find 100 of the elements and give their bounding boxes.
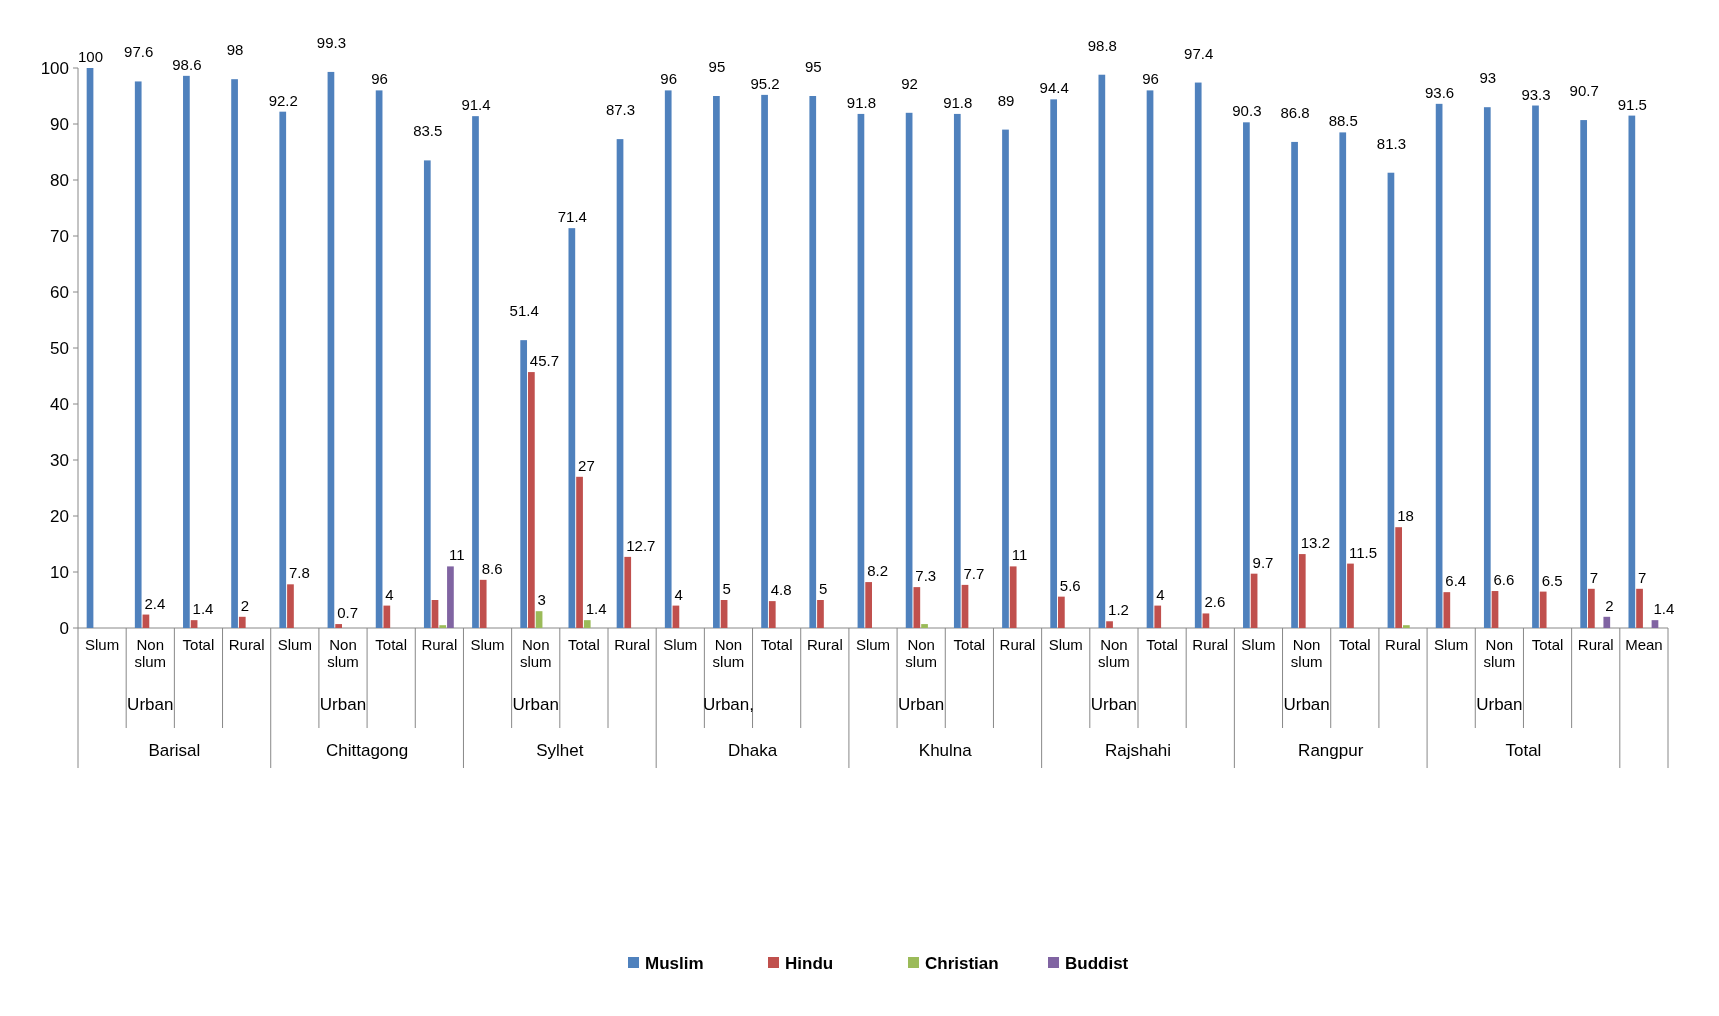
- bar: [664, 90, 672, 628]
- bar: [568, 228, 576, 628]
- bar: [1395, 527, 1402, 628]
- y-tick-label: 50: [50, 338, 69, 358]
- text: Urban: [898, 695, 945, 714]
- bar: [183, 75, 190, 628]
- data-label: 2.4: [144, 594, 166, 612]
- bar: [1628, 115, 1636, 628]
- data-label: 51.4: [509, 302, 539, 320]
- text: Dhaka: [727, 741, 778, 760]
- x-tick-label: Non slum: [905, 636, 938, 670]
- data-label: 95.2: [750, 74, 780, 92]
- data-label: 0.7: [337, 604, 358, 622]
- data-label: 6.4: [1445, 572, 1467, 590]
- x-tick-label: Non slum: [1483, 636, 1516, 670]
- bar: [535, 611, 543, 628]
- bar: [287, 584, 294, 628]
- bar: [624, 556, 632, 628]
- data-label: 99.3: [316, 33, 347, 51]
- bar: [383, 605, 391, 628]
- bar: [1002, 129, 1009, 628]
- bar: [1291, 141, 1298, 628]
- data-label: 8.2: [867, 562, 888, 580]
- x-tick-label: Total: [1531, 636, 1564, 653]
- bar: [447, 566, 454, 628]
- y-tick-label: 40: [50, 394, 69, 414]
- bar: [439, 625, 447, 628]
- data-label: 1.4: [1653, 600, 1675, 618]
- data-label: 4: [674, 585, 683, 603]
- bar: [1443, 592, 1451, 628]
- data-label: 5.6: [1059, 576, 1081, 594]
- data-label: 92: [901, 74, 918, 92]
- y-tick-label: 60: [50, 282, 69, 302]
- text: Total: [1505, 741, 1542, 760]
- bar: [761, 94, 768, 628]
- data-label: 91.5: [1617, 95, 1647, 113]
- text: Barisal: [148, 741, 201, 760]
- data-label: 95: [804, 58, 822, 75]
- data-label: 7.3: [915, 567, 937, 585]
- bar: [1603, 616, 1611, 628]
- data-label: 93.3: [1521, 85, 1551, 103]
- data-label: 3: [537, 591, 546, 609]
- data-label: 27: [578, 456, 595, 474]
- bar: [953, 113, 961, 628]
- data-label: 89: [997, 91, 1015, 109]
- data-label: 1.4: [585, 600, 607, 618]
- bar: [913, 587, 921, 628]
- bar: [1243, 122, 1250, 628]
- data-label: 2.6: [1204, 593, 1226, 611]
- bar: [1403, 625, 1410, 628]
- data-label: 94.4: [1039, 79, 1069, 97]
- data-label: 96: [1142, 70, 1159, 88]
- data-label: 97.6: [124, 43, 154, 61]
- data-label: 2: [240, 596, 250, 614]
- y-tick-label: 70: [50, 226, 69, 246]
- bar: [1106, 621, 1113, 628]
- data-label: 11.5: [1348, 543, 1378, 561]
- data-label: 6.5: [1541, 571, 1563, 589]
- bar: [238, 616, 246, 628]
- data-label: 91.8: [943, 93, 973, 111]
- x-tick-label: Non slum: [134, 636, 167, 670]
- text: Urban: [1283, 695, 1330, 714]
- x-tick-label: Slum: [1048, 636, 1083, 653]
- x-tick-label: Slum: [1241, 636, 1276, 653]
- data-label: 92.2: [268, 91, 298, 109]
- data-label: 98.6: [172, 55, 202, 73]
- bar: [1098, 74, 1106, 628]
- x-tick-label: Non slum: [712, 636, 745, 670]
- x-tick-label: Total: [375, 636, 408, 653]
- data-label: 6.6: [1493, 571, 1515, 589]
- x-tick-label: Total: [182, 636, 215, 653]
- data-label: 91.4: [461, 96, 491, 114]
- bar: [1058, 596, 1065, 628]
- text: Urban: [127, 695, 174, 714]
- data-label: 1.2: [1108, 601, 1129, 619]
- data-label: 97.4: [1184, 44, 1214, 62]
- data-label: 7: [1589, 568, 1599, 586]
- text: Sylhet: [536, 741, 584, 760]
- bar: [134, 81, 142, 628]
- data-label: 8.6: [481, 559, 503, 577]
- bar: [1532, 105, 1539, 628]
- bar: [231, 79, 238, 628]
- bar: [1588, 588, 1595, 628]
- legend-label: Christian: [925, 953, 999, 973]
- y-tick-label: 80: [50, 170, 69, 190]
- x-tick-label: Non slum: [1290, 636, 1323, 670]
- text: Urban: [1090, 695, 1138, 714]
- x-tick-label: Non slum: [519, 636, 552, 670]
- data-label: 45.7: [529, 352, 560, 370]
- x-tick-label: Total: [1146, 636, 1178, 653]
- x-tick-label: Slum: [855, 636, 891, 653]
- text: Rajshahi: [1104, 741, 1172, 760]
- data-label: 96: [660, 70, 678, 88]
- x-tick-label: Non slum: [1098, 636, 1130, 670]
- x-tick-label: Mean: [1625, 636, 1663, 653]
- data-label: 90.3: [1232, 102, 1262, 120]
- y-tick-label: 30: [50, 450, 69, 470]
- bar: [1298, 554, 1306, 628]
- bar: [1154, 605, 1162, 628]
- bar: [865, 582, 872, 628]
